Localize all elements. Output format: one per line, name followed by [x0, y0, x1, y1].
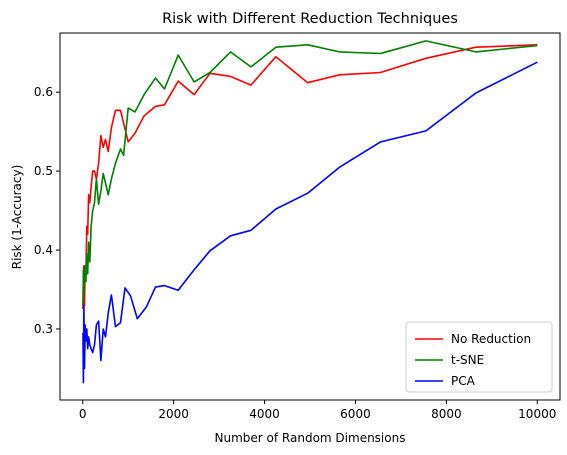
x-tick-label: 4000 [249, 407, 280, 421]
chart-title: Risk with Different Reduction Techniques [162, 11, 458, 27]
x-axis-label: Number of Random Dimensions [215, 431, 406, 445]
series-line-1 [82, 40, 538, 306]
series-line-0 [82, 44, 538, 310]
legend-label-2: PCA [451, 374, 476, 388]
y-tick-label: 0.3 [34, 322, 53, 336]
x-tick-label: 6000 [340, 407, 371, 421]
y-tick-label: 0.6 [34, 85, 53, 99]
y-tick-label: 0.4 [34, 243, 53, 257]
legend-label-0: No Reduction [451, 332, 531, 346]
legend-label-1: t-SNE [451, 353, 484, 367]
x-tick-label: 0 [79, 407, 87, 421]
plot-area: 0 2000 4000 6000 8000 10000 0.3 0.4 0.5 0.6 [34, 32, 561, 421]
x-tick-label: 8000 [431, 407, 462, 421]
series-line-2 [82, 61, 538, 384]
x-tick-label: 10000 [518, 407, 556, 421]
y-tick-label: 0.5 [34, 164, 53, 178]
plot-frame [59, 32, 561, 401]
legend: No Reduction t-SNE PCA [405, 321, 553, 393]
x-tick-label: 2000 [158, 407, 189, 421]
y-axis-label: Risk (1-Accuracy) [10, 165, 24, 270]
